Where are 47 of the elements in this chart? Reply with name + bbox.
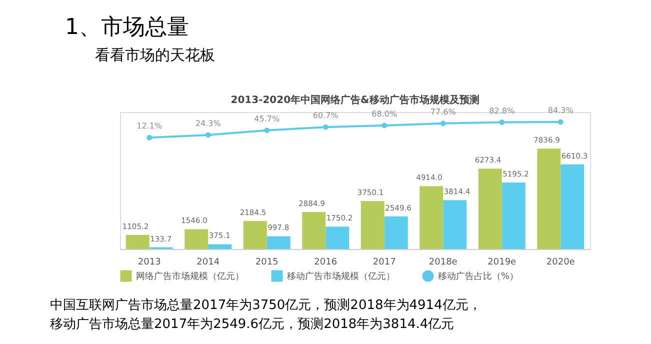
x-tick-label: 2020e (546, 258, 576, 268)
bar (443, 200, 467, 249)
bar (537, 148, 561, 249)
legend-label: 移动广告市场规模（亿元） (287, 271, 395, 282)
x-tick-label: 2016 (314, 258, 338, 268)
bar (184, 229, 208, 249)
bar (478, 168, 502, 249)
bar (420, 186, 444, 249)
bar (560, 164, 584, 249)
data-label: 77.6% (430, 107, 456, 116)
bar (302, 212, 326, 249)
text: 1、市场总量 (65, 15, 189, 40)
point (322, 124, 328, 130)
x-tick-label: 2017 (372, 258, 396, 268)
bar (384, 216, 408, 249)
x-tick-label: 2015 (255, 258, 278, 268)
data-label: 12.1% (136, 122, 162, 131)
bar (360, 200, 384, 249)
data-label: 45.7% (254, 114, 280, 124)
data-label: 82.8% (489, 106, 515, 116)
bar (208, 244, 232, 249)
x-tick-label: 2018e (428, 258, 458, 268)
data-label: 60.7% (312, 111, 339, 120)
data-label: 84.3% (548, 106, 574, 115)
point (205, 132, 211, 138)
data-label: 24.3% (195, 118, 222, 128)
text: 看看市场的天花板 (95, 46, 215, 64)
bar (126, 234, 150, 249)
text: 中国互联网广告市场总量2017年为3750亿元，预测2018年为4914亿元， (50, 298, 482, 313)
point (499, 120, 505, 125)
legend-label: 网络广告市场规模（亿元） (136, 271, 244, 282)
x-tick-label: 2013 (138, 258, 161, 268)
text: 移动广告市场总量2017年为2549.6亿元，预测2018年为3814.4亿元 (50, 317, 454, 332)
point (440, 120, 446, 126)
bar (502, 182, 526, 249)
x-tick-label: 2019e (488, 258, 517, 268)
x-tick-label: 2014 (196, 258, 220, 268)
bar (266, 236, 290, 249)
chart-title: 2013-2020年中国网络广告&移动广告市场规模及预测 (230, 94, 480, 106)
legend-label: 移动广告占比（%） (438, 271, 519, 282)
data-label: 68.0% (372, 109, 398, 118)
point (558, 119, 564, 125)
bar (243, 221, 267, 249)
point (382, 122, 388, 128)
point (264, 128, 270, 134)
bar (326, 226, 350, 249)
point (146, 134, 152, 140)
